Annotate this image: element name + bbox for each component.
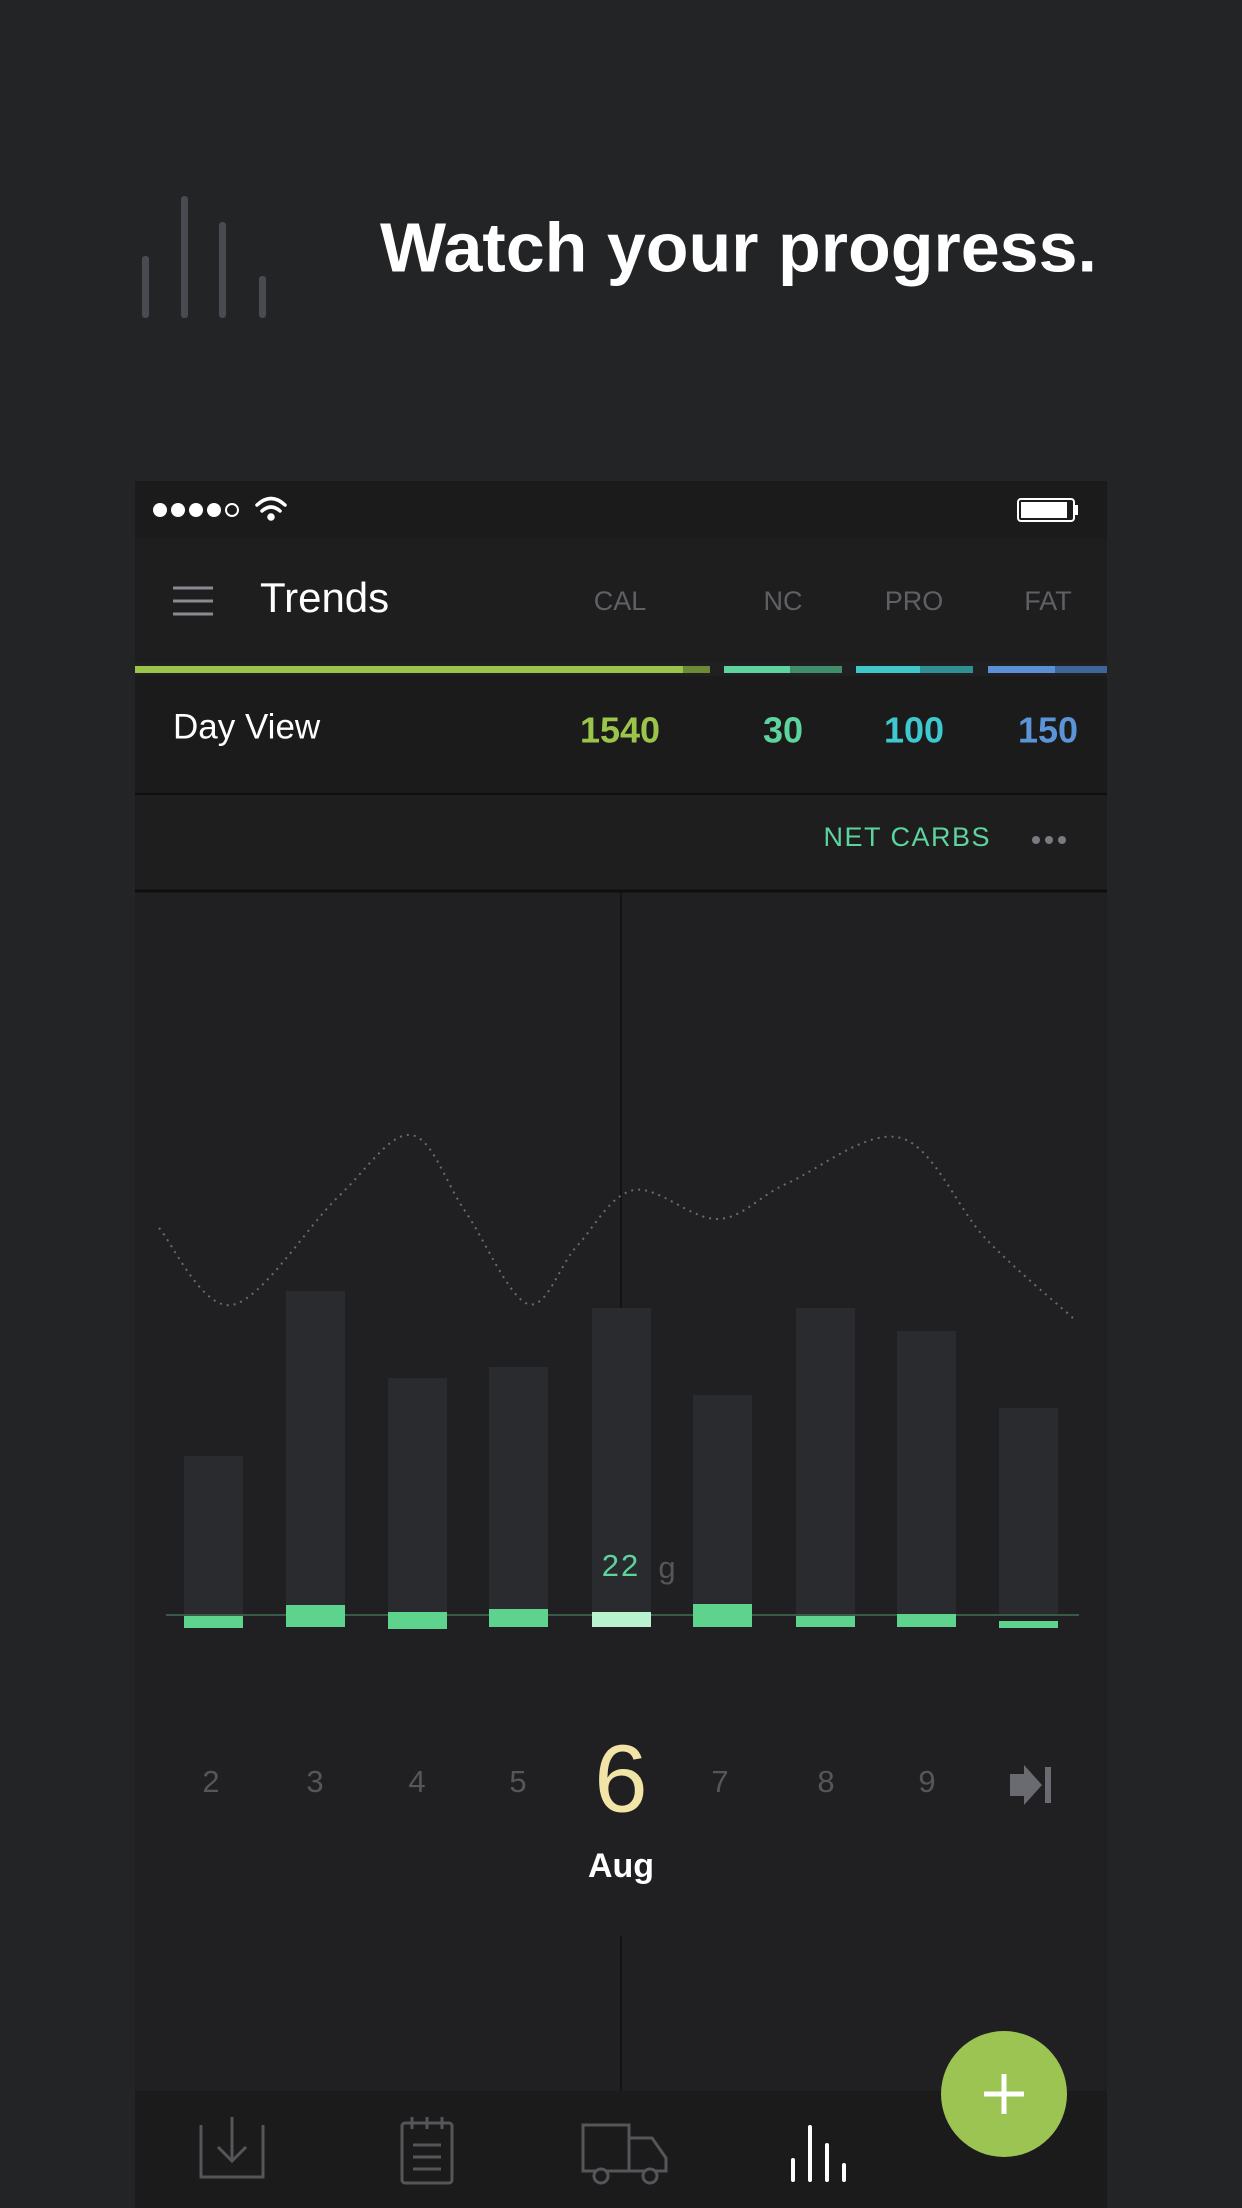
- status-bar: [135, 481, 1107, 538]
- nc-bar: [724, 666, 842, 673]
- day-value: 150: [1018, 710, 1078, 751]
- nav-trends[interactable]: [791, 2125, 846, 2182]
- day-label: 9: [918, 1764, 935, 1799]
- nav-import[interactable]: [199, 2117, 265, 2179]
- bar: [693, 1395, 752, 1615]
- day-label: 4: [408, 1764, 425, 1799]
- pro-bar: [856, 666, 973, 673]
- column-header: CAL: [594, 586, 647, 616]
- menu-icon[interactable]: [173, 586, 213, 616]
- cal-bar-end: [683, 666, 710, 673]
- day-value: 1540: [580, 710, 660, 751]
- bar: [184, 1456, 243, 1615]
- nav-log[interactable]: [400, 2117, 454, 2185]
- column-header: NC: [764, 586, 803, 616]
- carb-bar: [184, 1616, 243, 1628]
- fat-bar-end: [1055, 666, 1107, 673]
- nav-delivery[interactable]: [581, 2123, 668, 2185]
- skip-to-end[interactable]: [1010, 1765, 1051, 1805]
- battery-icon: [1017, 498, 1078, 522]
- carb-bar: [897, 1614, 956, 1627]
- pro-bar-end: [920, 666, 973, 673]
- bar: [286, 1291, 345, 1615]
- column-header: FAT: [1024, 586, 1072, 616]
- app-header: [135, 538, 1107, 662]
- headline: Watch your progress.: [380, 208, 1097, 286]
- bar: [489, 1367, 548, 1615]
- day-label: 2: [202, 1764, 219, 1799]
- carb-bar: [592, 1612, 651, 1627]
- nc-bar-end: [790, 666, 842, 673]
- cal-bar: [135, 666, 710, 673]
- month-label: Aug: [588, 1847, 654, 1885]
- bar: [388, 1378, 447, 1615]
- more-icon[interactable]: [1032, 836, 1066, 844]
- carb-bar: [388, 1612, 447, 1629]
- selected-day: 6: [594, 1725, 647, 1832]
- day-view-row[interactable]: [135, 676, 1107, 793]
- signal-dots: [153, 503, 239, 517]
- carb-bar: [489, 1609, 548, 1627]
- toggle-row: [135, 795, 1107, 890]
- day-label: 5: [509, 1764, 526, 1799]
- app-title: Trends: [260, 574, 389, 621]
- bar: [592, 1308, 651, 1615]
- selected-value: 22: [602, 1548, 640, 1583]
- add-icon: [984, 2074, 1024, 2114]
- bar: [897, 1331, 956, 1615]
- column-header: PRO: [885, 586, 944, 616]
- carb-bar: [999, 1621, 1058, 1628]
- net-carbs-toggle[interactable]: NET CARBS: [823, 822, 991, 852]
- carb-bar: [693, 1604, 752, 1627]
- day-value: 100: [884, 710, 944, 751]
- carb-bar: [796, 1616, 855, 1627]
- carb-bar: [286, 1605, 345, 1627]
- day-view-label: Day View: [173, 707, 321, 746]
- bar: [796, 1308, 855, 1615]
- fat-bar: [988, 666, 1107, 673]
- selected-unit: g: [658, 1550, 675, 1585]
- day-label: 7: [711, 1764, 728, 1799]
- day-value: 30: [763, 710, 803, 751]
- day-label: 3: [306, 1764, 323, 1799]
- bar: [999, 1408, 1058, 1615]
- day-label: 8: [817, 1764, 834, 1799]
- wifi-icon: [255, 496, 287, 521]
- trend-curve: [158, 1133, 1074, 1319]
- progress-icon: [142, 196, 266, 318]
